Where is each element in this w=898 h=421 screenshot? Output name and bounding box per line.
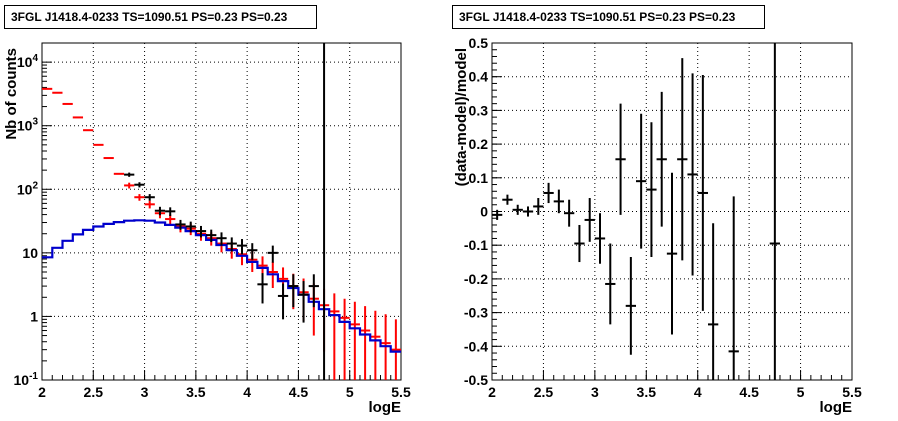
x-tick-label: 5: [346, 384, 354, 400]
y-tick-label: 0.5: [469, 35, 489, 51]
y-tick-label: 0: [480, 204, 488, 220]
x-tick-label: 4: [243, 384, 251, 400]
left-chart-title: 3FGL J1418.4-0233 TS=1090.51 PS=0.23 PS=…: [4, 5, 317, 29]
y-tick-label: 0.1: [469, 170, 489, 186]
x-tick-label: 2: [38, 384, 46, 400]
x-tick-label: 5.5: [391, 384, 411, 400]
y-tick-label: 0.4: [469, 69, 489, 85]
y-tick-label: 104: [17, 53, 39, 70]
right-chart-title: 3FGL J1418.4-0233 TS=1090.51 PS=0.23 PS=…: [452, 5, 765, 29]
plot-frame: [41, 42, 402, 381]
x-tick-label: 3: [591, 384, 599, 400]
y-tick-label: -0.3: [464, 305, 488, 321]
y-tick-label: 0.2: [469, 136, 489, 152]
y-tick-label: -0.1: [464, 237, 488, 253]
x-tick-label: 3: [141, 384, 149, 400]
y-tick-label: -0.5: [464, 372, 488, 388]
x-tick-label: 2: [488, 384, 496, 400]
y-tick-label: 10: [22, 245, 38, 261]
x-tick-label: 4.5: [289, 384, 309, 400]
x-tick-label: 2.5: [534, 384, 554, 400]
x-axis-label: logE: [369, 399, 402, 416]
x-tick-label: 2.5: [84, 384, 104, 400]
y-tick-label: 10-1: [14, 371, 39, 388]
y-tick-label: 102: [17, 180, 39, 197]
left-chart-pad: 2 2.5 3 3.5 4 4.5 5 5.5 logE Nb of counts 10-1 1 10 1…: [3, 5, 411, 416]
y-tick-label: 103: [17, 117, 39, 134]
x-tick-label: 3.5: [637, 384, 657, 400]
x-tick-label: 4.5: [739, 384, 759, 400]
y-tick-label: -0.2: [464, 271, 488, 287]
right-chart-pad: 2 2.5 3 3.5 4 4.5 5 5.5 logE (data-model)/model -0…: [449, 0, 898, 421]
y-axis-label: Nb of counts: [3, 48, 20, 140]
x-tick-label: 5.5: [842, 384, 862, 400]
y-tick-label: 1: [30, 308, 38, 324]
y-axis-label: (data-model)/model: [453, 48, 470, 186]
y-tick-label: -0.4: [464, 338, 488, 354]
y-tick-label: 0.3: [469, 102, 489, 118]
x-axis-label: logE: [820, 399, 853, 416]
x-tick-label: 3.5: [186, 384, 206, 400]
x-tick-label: 5: [797, 384, 805, 400]
x-tick-label: 4: [694, 384, 702, 400]
